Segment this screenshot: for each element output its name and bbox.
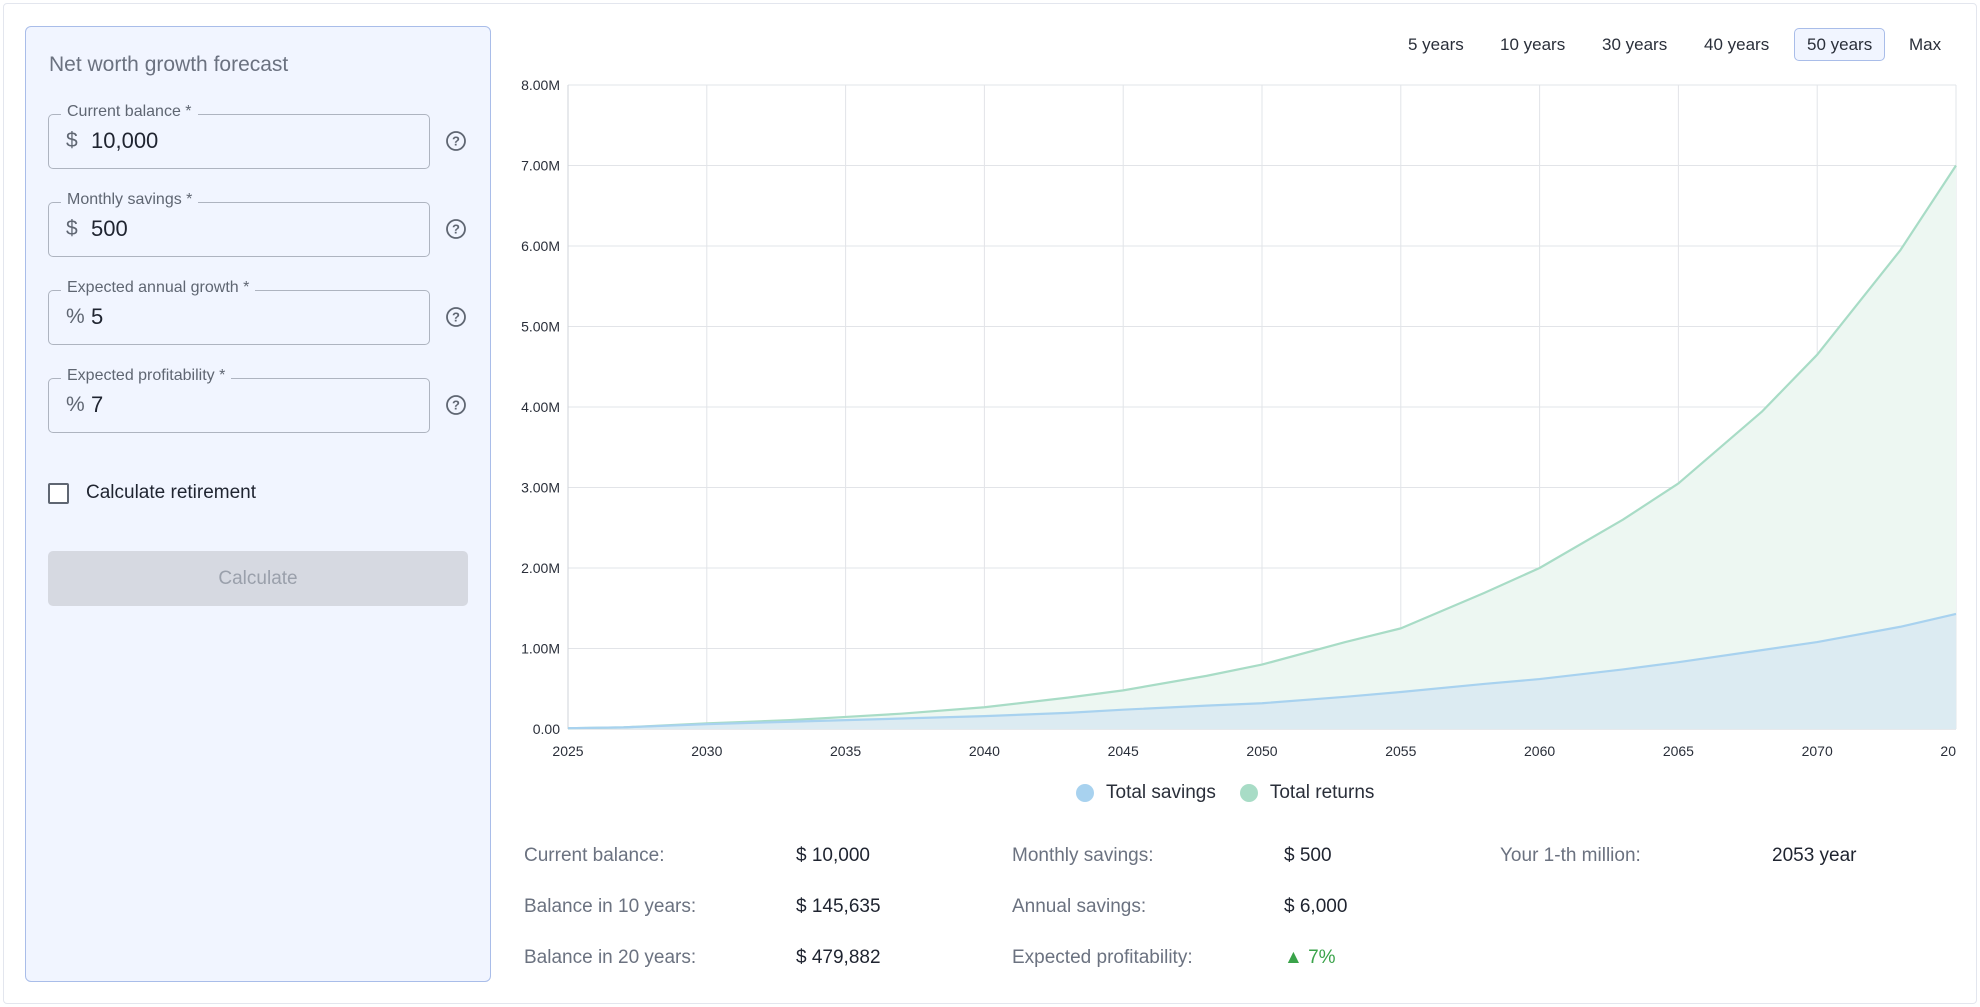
balance-10-years-label: Balance in 10 years: <box>524 896 697 917</box>
annual-growth-label: Expected annual growth * <box>61 279 256 297</box>
balance-10-years-value: $ 145,635 <box>796 896 881 917</box>
retirement-checkbox-label: Calculate retirement <box>86 482 257 503</box>
help-icon[interactable]: ? <box>445 218 467 240</box>
chart-legend: Total savings Total returns <box>1076 782 1398 804</box>
x-tick-label: 2055 <box>1385 743 1416 759</box>
x-tick-label: 20 <box>1940 743 1956 759</box>
forecast-form-panel: Net worth growth forecast Current balanc… <box>25 26 491 982</box>
x-tick-label: 2065 <box>1663 743 1694 759</box>
y-tick-label: 7.00M <box>521 158 560 174</box>
x-tick-label: 2060 <box>1524 743 1555 759</box>
svg-text:?: ? <box>452 398 460 413</box>
range-tab-10-years[interactable]: 10 years <box>1500 35 1566 54</box>
current-balance-stat-label: Current balance: <box>524 845 665 866</box>
monthly-savings-label: Monthly savings * <box>61 191 199 209</box>
app-frame <box>3 3 1977 1004</box>
first-million-label: Your 1-th million: <box>1500 845 1641 866</box>
annual-savings-label: Annual savings: <box>1012 896 1147 917</box>
y-tick-label: 0.00 <box>533 721 560 737</box>
balance-20-years-label: Balance in 20 years: <box>524 947 697 968</box>
x-tick-label: 2070 <box>1802 743 1833 759</box>
x-tick-label: 2025 <box>552 743 583 759</box>
current-balance-field[interactable]: Current balance * $ 10,000 <box>48 103 430 169</box>
expected-profitability-value: ▲ 7% <box>1284 947 1336 968</box>
retirement-checkbox-row[interactable]: Calculate retirement <box>48 480 256 506</box>
annual-growth-field[interactable]: Expected annual growth * % 5 <box>48 279 430 345</box>
svg-text:?: ? <box>452 222 460 237</box>
x-tick-label: 2045 <box>1108 743 1139 759</box>
percent-prefix: % <box>66 393 85 416</box>
legend-item-savings[interactable]: Total savings <box>1076 782 1216 804</box>
monthly-savings-stat-value: $ 500 <box>1284 845 1332 866</box>
legend-label-returns: Total returns <box>1269 782 1375 803</box>
net-worth-chart: 0.00 1.00M 2.00M 3.00M 4.00M 5.00M 6.00M 7.00M 8… <box>521 77 1957 759</box>
svg-text:?: ? <box>452 310 460 325</box>
profitability-value[interactable]: 7 <box>91 392 104 417</box>
help-icon[interactable]: ? <box>445 130 467 152</box>
currency-prefix: $ <box>66 217 78 240</box>
y-tick-label: 1.00M <box>521 641 560 657</box>
y-tick-label: 2.00M <box>521 560 560 576</box>
monthly-savings-stat-label: Monthly savings: <box>1012 845 1154 866</box>
current-balance-stat-value: $ 10,000 <box>796 845 870 866</box>
profitability-field[interactable]: Expected profitability * % 7 <box>48 367 430 433</box>
svg-text:?: ? <box>452 134 460 149</box>
calculate-button[interactable]: Calculate <box>48 551 468 606</box>
x-tick-label: 2035 <box>830 743 861 759</box>
range-tab-50-years[interactable]: 50 years <box>1794 28 1886 61</box>
legend-label-savings: Total savings <box>1106 782 1216 803</box>
range-tab-max[interactable]: Max <box>1909 35 1942 54</box>
savings-area <box>568 613 1956 729</box>
current-balance-label: Current balance * <box>61 103 198 121</box>
expected-profitability-label: Expected profitability: <box>1012 947 1193 968</box>
range-tab-30-years[interactable]: 30 years <box>1602 35 1668 54</box>
savings-line <box>567 612 1957 730</box>
returns-legend-dot <box>1239 784 1258 802</box>
monthly-savings-field[interactable]: Monthly savings * $ 500 <box>48 191 430 257</box>
monthly-savings-value[interactable]: 500 <box>91 216 128 241</box>
range-tab-40-years[interactable]: 40 years <box>1704 35 1770 54</box>
form-title: Net worth growth forecast <box>49 53 289 76</box>
annual-growth-value[interactable]: 5 <box>91 304 104 329</box>
current-balance-value[interactable]: 10,000 <box>91 128 159 153</box>
returns-area <box>568 165 1956 729</box>
x-tick-label: 2050 <box>1246 743 1277 759</box>
range-tab-5-years[interactable]: 5 years <box>1408 35 1464 54</box>
balance-20-years-value: $ 479,882 <box>796 947 881 968</box>
y-tick-label: 3.00M <box>521 480 560 496</box>
first-million-value: 2053 year <box>1772 845 1857 866</box>
x-tick-label: 2030 <box>691 743 722 759</box>
x-tick-label: 2040 <box>969 743 1000 759</box>
currency-prefix: $ <box>66 129 78 152</box>
help-icon[interactable]: ? <box>445 306 467 328</box>
y-tick-label: 4.00M <box>521 399 560 415</box>
y-tick-label: 6.00M <box>521 238 560 254</box>
savings-legend-dot <box>1076 784 1094 802</box>
annual-savings-value: $ 6,000 <box>1284 896 1348 917</box>
retirement-checkbox[interactable] <box>48 482 69 504</box>
y-tick-label: 8.00M <box>521 77 560 93</box>
percent-prefix: % <box>66 305 85 328</box>
profitability-label: Expected profitability * <box>61 367 232 385</box>
help-icon[interactable]: ? <box>445 394 467 416</box>
legend-item-returns[interactable]: Total returns <box>1239 782 1375 804</box>
returns-line <box>567 164 1957 730</box>
y-tick-label: 5.00M <box>521 319 560 335</box>
